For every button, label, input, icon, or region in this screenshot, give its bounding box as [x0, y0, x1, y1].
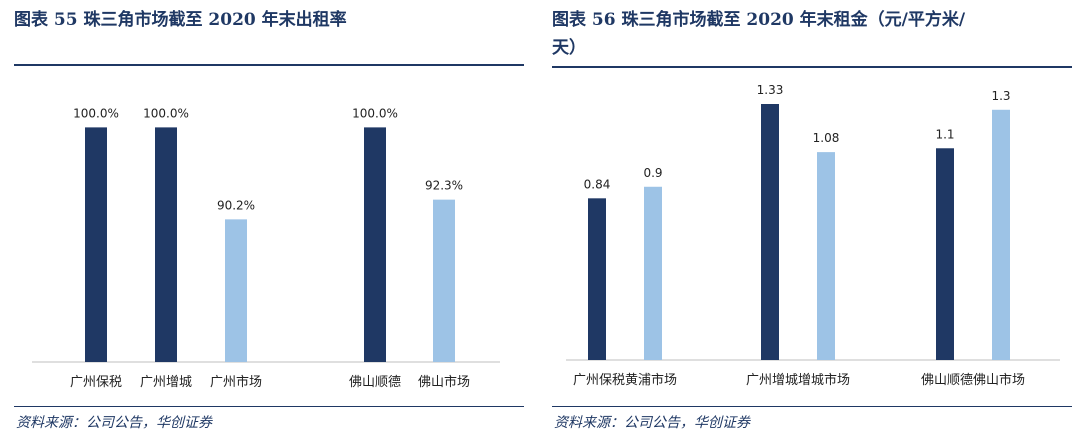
chart-title: 图表 56 珠三角市场截至 2020 年末租金（元/平方米/ 天）	[552, 6, 965, 62]
bar	[225, 219, 247, 362]
x-tick-label: 广州增城增城市场	[746, 372, 850, 388]
data-label: 1.08	[813, 131, 840, 145]
title-underline	[14, 64, 524, 66]
data-label: 100.0%	[352, 106, 398, 120]
chart-title-line-1: 图表 56 珠三角市场截至 2020 年末租金（元/平方米/	[552, 10, 966, 30]
data-label: 92.3%	[425, 179, 463, 193]
bar	[155, 127, 177, 362]
source-note: 资料来源：公司公告，华创证券	[16, 415, 212, 431]
chart-title: 图表 55 珠三角市场截至 2020 年末出租率	[14, 10, 347, 30]
x-tick-label: 佛山市场	[418, 374, 470, 390]
bar	[817, 152, 835, 360]
data-label: 100.0%	[143, 106, 189, 120]
x-tick-label: 佛山顺德	[349, 375, 401, 390]
chart-title-line-2: 天）	[552, 38, 586, 58]
title-underline	[552, 66, 1072, 68]
bar	[936, 148, 954, 360]
occupancy-bar-chart: 100.0% 广州保税 100.0% 广州增城 90.2% 广州市场 100.0% 佛山顺德 9…	[32, 106, 500, 390]
data-label: 90.2%	[217, 198, 255, 212]
data-label: 0.9	[643, 166, 662, 180]
data-label: 100.0%	[73, 106, 119, 120]
bar	[433, 199, 455, 362]
x-tick-label: 广州保税	[70, 375, 122, 390]
bar	[85, 127, 107, 362]
bar	[761, 104, 779, 360]
source-divider	[14, 406, 524, 407]
x-tick-label: 佛山顺德佛山市场	[921, 372, 1025, 388]
bar	[992, 109, 1010, 360]
bar	[364, 127, 386, 362]
x-tick-label: 广州市场	[210, 374, 262, 390]
data-label: 1.33	[757, 83, 784, 97]
data-label: 1.1	[935, 127, 954, 141]
x-tick-label: 广州增城	[140, 375, 192, 390]
data-label: 0.84	[584, 177, 611, 191]
occupancy-chart-panel: 图表 55 珠三角市场截至 2020 年末出租率 100.0% 广州保税 100.0…	[0, 0, 530, 440]
rent-bar-chart: 0.84 1.33 1.1 0.9 1.08 1.3 广州保税黄浦市场 广州增城增城市场 佛山顺…	[566, 83, 1060, 388]
x-tick-label: 广州保税黄浦市场	[573, 372, 677, 388]
bar	[644, 186, 662, 360]
source-divider	[552, 406, 1072, 407]
bar	[588, 198, 606, 360]
source-note: 资料来源：公司公告，华创证券	[554, 415, 750, 431]
data-label: 1.3	[991, 89, 1010, 103]
rent-chart-panel: 图表 56 珠三角市场截至 2020 年末租金（元/平方米/ 天） 0.84 1.…	[548, 0, 1080, 440]
